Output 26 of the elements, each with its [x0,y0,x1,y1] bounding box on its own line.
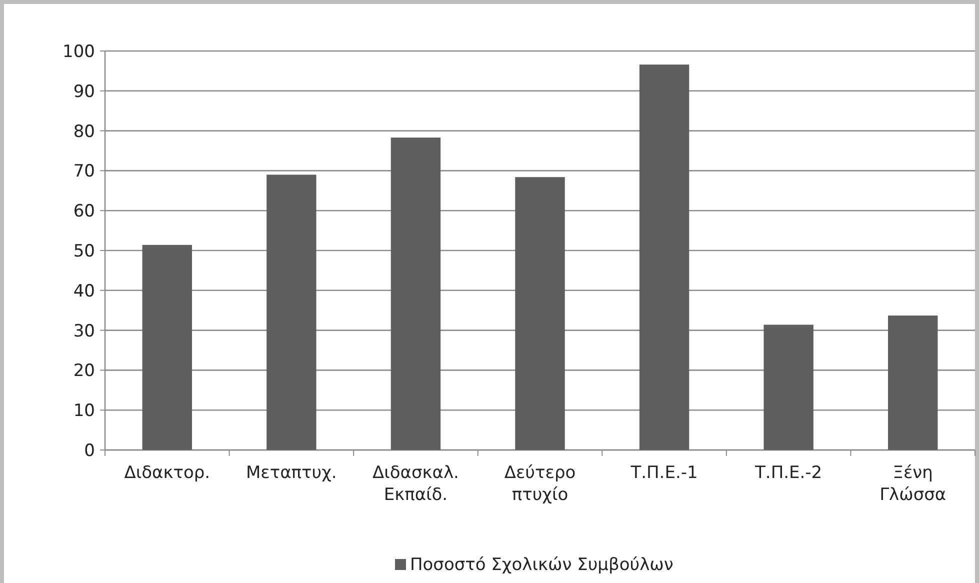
y-tick-label: 50 [73,241,95,262]
y-tick-label: 60 [73,202,95,222]
y-tick-label: 10 [73,401,95,422]
x-tick-label: Δεύτερο πτυχίο [504,463,576,505]
bar [515,177,565,450]
legend-label: Ποσοστό Σχολικών Συμβούλων [410,555,674,575]
bar [888,316,938,450]
bar [764,324,814,450]
bar [142,244,192,450]
x-tick-label: Διδασκαλ. Εκπαίδ. [372,463,459,505]
x-tick-label: Διδακτορ. [124,463,210,483]
bar [266,174,316,450]
y-tick-label: 100 [62,42,95,62]
y-tick-label: 90 [73,82,95,102]
bar [639,64,690,450]
y-tick-label: 20 [73,361,95,382]
y-tick-label: 30 [73,321,95,342]
x-tick-label: Τ.Π.Ε.-2 [754,463,822,483]
y-tick-label: 70 [73,162,95,182]
bar [390,138,441,450]
y-tick-label: 0 [84,440,95,461]
y-tick-label: 80 [73,122,95,142]
y-tick-label: 40 [73,281,95,302]
x-tick-label: Μεταπτυχ. [246,463,337,483]
x-tick-label: Τ.Π.Ε.-1 [630,463,698,483]
x-tick-label: Ξένη Γλώσσα [880,463,946,505]
